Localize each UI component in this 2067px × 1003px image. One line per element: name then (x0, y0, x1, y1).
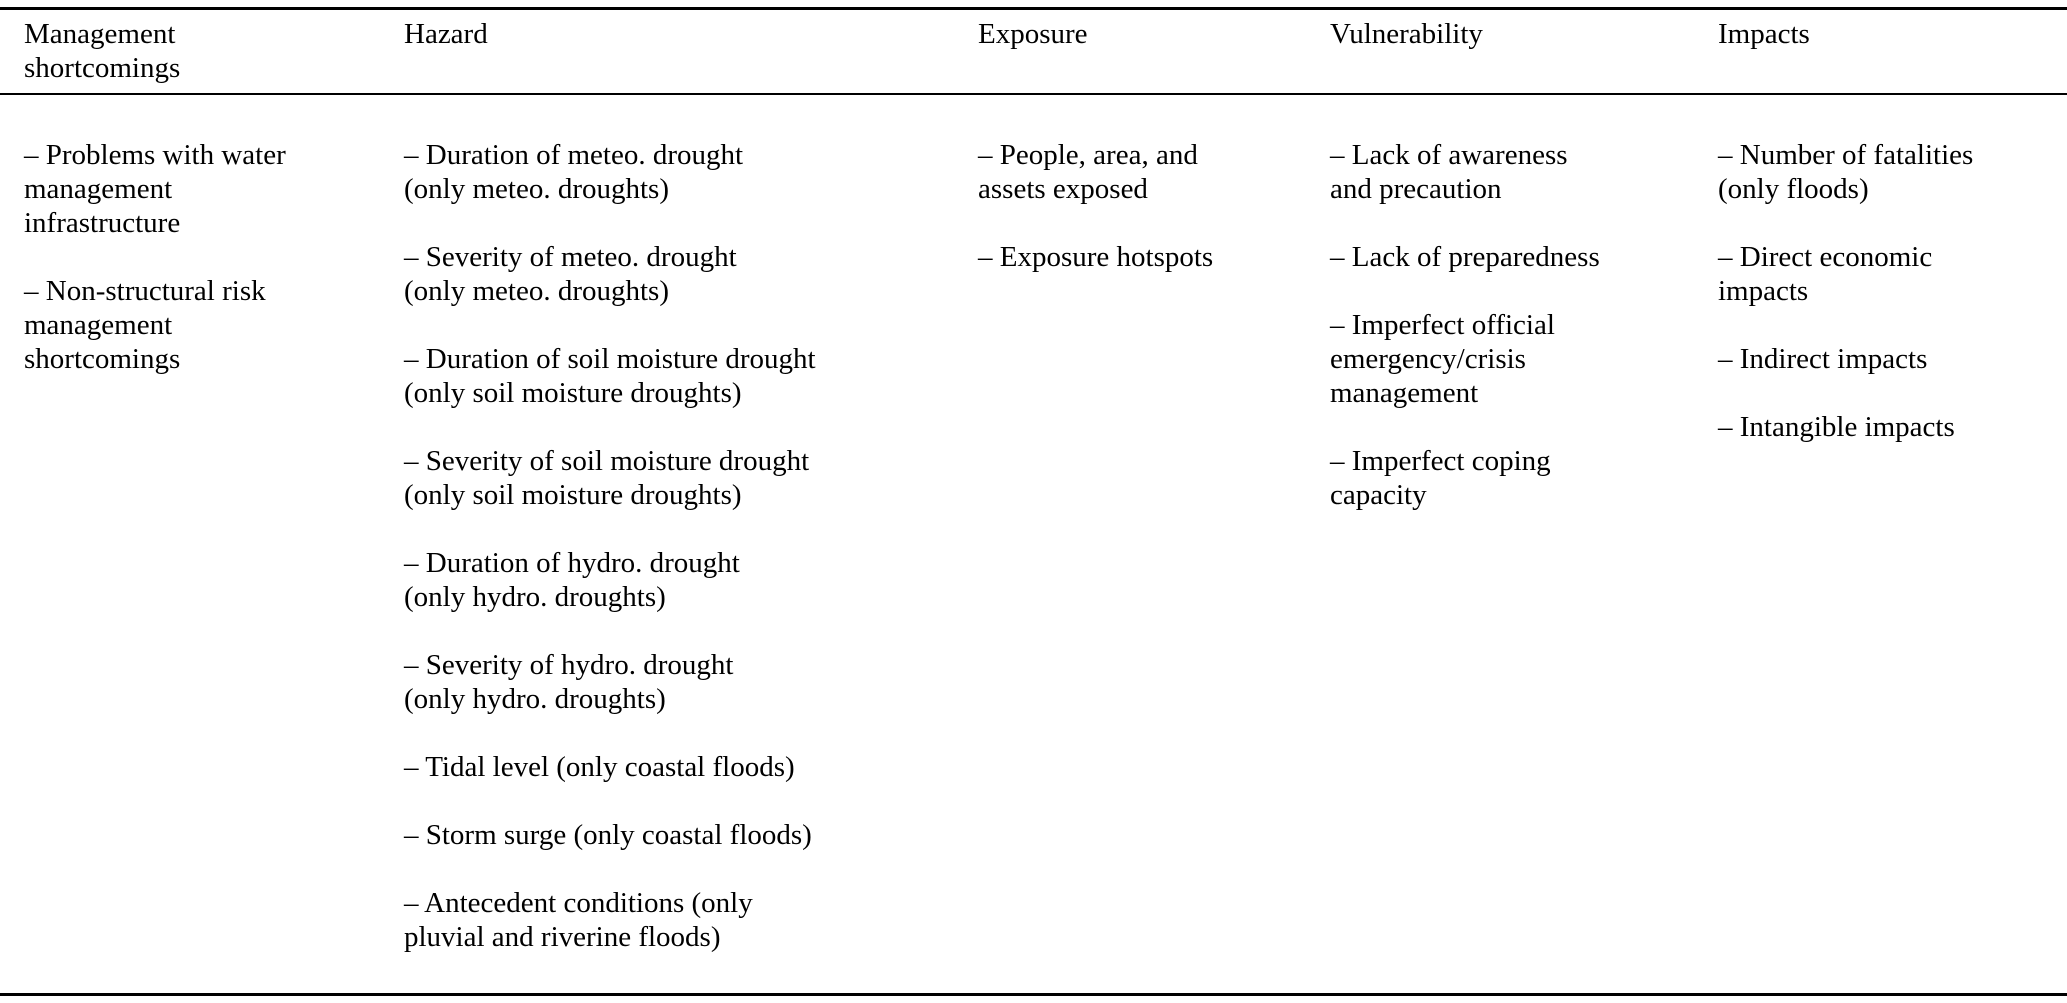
table-header-management-shortcomings: Management shortcomings (24, 18, 181, 84)
column-hazard: – Duration of meteo. drought (only meteo… (380, 104, 954, 993)
list-item: – Severity of hydro. drought (only hydro… (404, 649, 734, 715)
list-item: – Duration of meteo. drought (only meteo… (404, 139, 744, 205)
list-item: – Severity of soil moisture drought (onl… (404, 445, 810, 511)
list-item: – Problems with water management infrast… (24, 139, 286, 239)
table-header-exposure: Exposure (978, 18, 1088, 50)
list-item: – Lack of preparedness (1330, 241, 1600, 273)
table-header-vulnerability: Vulnerability (1330, 18, 1483, 50)
table-body-row: – Problems with water management infrast… (0, 95, 2067, 993)
column-exposure: – People, area, and assets exposed – Exp… (954, 104, 1306, 993)
column-vulnerability: – Lack of awareness and precaution – Lac… (1306, 104, 1694, 993)
list-item: – Indirect impacts (1718, 343, 1928, 375)
table-header-hazard: Hazard (404, 18, 488, 50)
list-item: – Non-structural risk management shortco… (24, 275, 266, 375)
list-item: – Exposure hotspots (978, 241, 1214, 273)
column-management-shortcomings: – Problems with water management infrast… (0, 104, 380, 993)
list-item: – Precipitation and weather severity (on… (404, 988, 942, 993)
list-item: – Number of fatalities (only floods) (1718, 139, 1974, 205)
list-item: – Intangible impacts (1718, 411, 1955, 443)
list-item: – Severity of meteo. drought (only meteo… (404, 241, 737, 307)
list-item: – Direct economic impacts (1718, 241, 1933, 307)
list-item: – Lack of awareness and precaution (1330, 139, 1568, 205)
table-header-impacts: Impacts (1718, 18, 1810, 50)
list-item: – Duration of hydro. drought (only hydro… (404, 547, 740, 613)
list-item: – People, area, and assets exposed (978, 139, 1198, 205)
paper-table: Management shortcomings Hazard Exposure … (0, 7, 2067, 996)
table-header-row: Management shortcomings Hazard Exposure … (0, 10, 2067, 95)
list-item: – Duration of soil moisture drought (onl… (404, 343, 816, 409)
column-impacts: – Number of fatalities (only floods) – D… (1694, 104, 2067, 993)
list-item: – Imperfect official emergency/crisis ma… (1330, 309, 1555, 409)
list-item: – Imperfect coping capacity (1330, 445, 1551, 511)
list-item: – Antecedent conditions (only pluvial an… (404, 887, 753, 953)
list-item: – Tidal level (only coastal floods) (404, 751, 795, 783)
list-item: – Storm surge (only coastal floods) (404, 819, 812, 851)
